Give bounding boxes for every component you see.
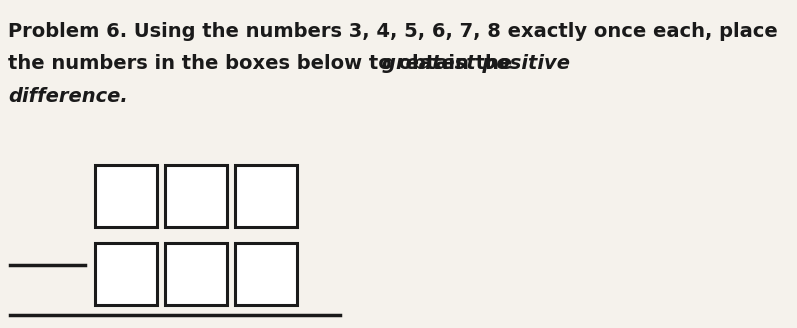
- Bar: [165, 165, 227, 227]
- Text: difference.: difference.: [8, 87, 128, 106]
- Bar: [235, 165, 297, 227]
- Text: Problem 6. Using the numbers 3, 4, 5, 6, 7, 8 exactly once each, place: Problem 6. Using the numbers 3, 4, 5, 6,…: [8, 22, 778, 41]
- Text: greatest positive: greatest positive: [382, 54, 570, 73]
- Bar: [165, 243, 227, 305]
- Text: the numbers in the boxes below to obtain the: the numbers in the boxes below to obtain…: [8, 54, 519, 73]
- Bar: [235, 243, 297, 305]
- Bar: [95, 165, 157, 227]
- Bar: [95, 243, 157, 305]
